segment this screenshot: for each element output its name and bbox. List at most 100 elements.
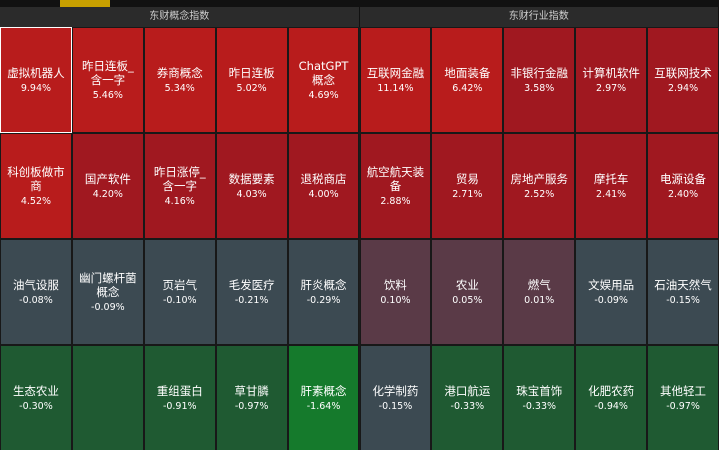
tile-change: -0.29% bbox=[306, 295, 341, 306]
tile-change: 0.05% bbox=[452, 295, 483, 306]
tile-change: -0.09% bbox=[91, 302, 125, 313]
heatmap-tile[interactable]: 石油天然气 -0.15% bbox=[647, 239, 719, 345]
tile-change: 4.52% bbox=[20, 196, 52, 207]
tile-name: 电源设备 bbox=[660, 172, 707, 186]
heatmap-tile[interactable]: 互联网金融 11.14% bbox=[359, 27, 432, 133]
tile-name: 数据要素 bbox=[228, 172, 275, 186]
tile-name: 互联网技术 bbox=[654, 66, 712, 80]
panel-title: 东财行业指数 bbox=[359, 7, 719, 27]
heatmap-tile[interactable]: 互联网技术 2.94% bbox=[647, 27, 719, 133]
heatmap-tile[interactable]: 页岩气 -0.10% bbox=[143, 239, 216, 345]
heatmap-tile[interactable]: 燃气 0.01% bbox=[503, 239, 576, 345]
tile-change: 0.10% bbox=[380, 295, 411, 306]
tile-change: 6.42% bbox=[452, 83, 483, 94]
heatmap-tile[interactable]: 重组蛋白 -0.91% bbox=[143, 345, 216, 450]
tile-change: -0.33% bbox=[522, 401, 557, 412]
tile-change: 4.00% bbox=[308, 189, 339, 200]
tile-change: -0.91% bbox=[162, 401, 197, 412]
heatmap-tile[interactable]: 其他轻工 -0.97% bbox=[647, 345, 719, 450]
tile-change: -0.30% bbox=[19, 401, 53, 412]
heatmap-tile[interactable]: 昨日涨停_含一字 4.16% bbox=[143, 133, 216, 239]
tile-change: -0.15% bbox=[378, 401, 413, 412]
tile-name: 互联网金融 bbox=[366, 66, 425, 80]
tile-name: 昨日连板_含一字 bbox=[81, 59, 134, 87]
tile-change: 11.14% bbox=[377, 83, 414, 94]
tile-name: 虚拟机器人 bbox=[7, 66, 65, 80]
heatmap-tile[interactable]: 文娱用品 -0.09% bbox=[575, 239, 648, 345]
heatmap-tile[interactable]: 计算机软件 2.97% bbox=[575, 27, 648, 133]
heatmap-tile[interactable]: 肝炎概念 -0.29% bbox=[287, 239, 360, 345]
tile-change: 2.88% bbox=[380, 196, 411, 207]
heatmap-tile[interactable]: 券商概念 5.34% bbox=[143, 27, 216, 133]
heatmap-tile[interactable]: 饮料 0.10% bbox=[359, 239, 432, 345]
heatmap-tile[interactable]: 肝素概念 -1.64% bbox=[287, 345, 360, 450]
tile-change: -0.15% bbox=[666, 295, 700, 306]
heatmap-tile[interactable]: 化学制药 -0.15% bbox=[359, 345, 432, 450]
heatmap-tile[interactable]: 油气设服 -0.08% bbox=[0, 239, 72, 345]
tile-change: -1.64% bbox=[306, 401, 341, 412]
heatmap-tile[interactable]: 房地产服务 2.52% bbox=[503, 133, 576, 239]
panel-title: 东财概念指数 bbox=[0, 7, 360, 27]
tile-change: 2.52% bbox=[524, 189, 555, 200]
tile-change: 2.40% bbox=[667, 189, 699, 200]
heatmap-tile[interactable]: 数据要素 4.03% bbox=[215, 133, 288, 239]
tile-name: 幽门螺杆菌概念 bbox=[79, 271, 137, 299]
heatmap-tile[interactable]: 珠宝首饰 -0.33% bbox=[503, 345, 576, 450]
tile-name: 航空航天装备 bbox=[366, 165, 425, 193]
tile-change: 4.16% bbox=[164, 196, 195, 207]
heatmap-tile[interactable]: 电源设备 2.40% bbox=[647, 133, 719, 239]
tile-name: 饮料 bbox=[383, 278, 407, 292]
tile-name: 券商概念 bbox=[156, 66, 203, 80]
tile-name: ChatGPT概念 bbox=[298, 59, 349, 87]
tile-name: 油气设服 bbox=[12, 278, 59, 292]
tile-name: 国产软件 bbox=[84, 172, 131, 186]
tile-change: -0.10% bbox=[162, 295, 197, 306]
heatmap-tile[interactable]: 科创板做市商 4.52% bbox=[0, 133, 72, 239]
heatmap-tile[interactable]: 港口航运 -0.33% bbox=[431, 345, 504, 450]
active-tab[interactable] bbox=[60, 0, 110, 7]
heatmap-tile[interactable]: 生态农业 -0.30% bbox=[0, 345, 72, 450]
tile-change: -0.21% bbox=[234, 295, 269, 306]
tile-change: -0.94% bbox=[594, 401, 628, 412]
tile-name: 计算机软件 bbox=[582, 66, 640, 80]
tile-name: 退税商店 bbox=[300, 172, 347, 186]
heatmap-tile[interactable]: 非银行金融 3.58% bbox=[503, 27, 576, 133]
tile-change: 5.46% bbox=[92, 90, 123, 101]
tile-name: 珠宝首饰 bbox=[516, 384, 563, 398]
tile-name: 草甘膦 bbox=[234, 384, 269, 398]
tile-name: 文娱用品 bbox=[588, 278, 635, 292]
tile-change: 2.97% bbox=[596, 83, 627, 94]
heatmap-tile[interactable]: 摩托车 2.41% bbox=[575, 133, 648, 239]
heatmap-tile[interactable]: 虚拟机器人 9.94% bbox=[0, 27, 72, 133]
tile-name: 农业 bbox=[455, 278, 479, 292]
tile-change: 2.71% bbox=[452, 189, 483, 200]
tile-change: -0.08% bbox=[19, 295, 53, 306]
tile-name: 肝素概念 bbox=[300, 384, 347, 398]
heatmap-tile[interactable]: 航空航天装备 2.88% bbox=[359, 133, 432, 239]
tile-change: 3.58% bbox=[524, 83, 555, 94]
tile-name: 燃气 bbox=[527, 278, 551, 292]
tile-change: 0.01% bbox=[524, 295, 555, 306]
heatmap-tile[interactable] bbox=[71, 345, 144, 450]
tile-change: 4.03% bbox=[236, 189, 267, 200]
heatmap-tile[interactable]: 幽门螺杆菌概念 -0.09% bbox=[71, 239, 144, 345]
tile-name: 科创板做市商 bbox=[7, 165, 65, 193]
heatmap-tile[interactable]: 地面装备 6.42% bbox=[431, 27, 504, 133]
heatmap-tile[interactable]: 化肥农药 -0.94% bbox=[575, 345, 648, 450]
heatmap-tile[interactable]: 退税商店 4.00% bbox=[287, 133, 360, 239]
heatmap-tile[interactable]: 国产软件 4.20% bbox=[71, 133, 144, 239]
heatmap-tile[interactable]: 农业 0.05% bbox=[431, 239, 504, 345]
heatmap-tile[interactable]: ChatGPT概念 4.69% bbox=[287, 27, 360, 133]
heatmap-tile[interactable]: 昨日连板_含一字 5.46% bbox=[71, 27, 144, 133]
tile-change: 4.69% bbox=[308, 90, 339, 101]
tile-name: 化学制药 bbox=[372, 384, 419, 398]
heatmap-tile[interactable]: 昨日连板 5.02% bbox=[215, 27, 288, 133]
top-tab-bar bbox=[0, 0, 719, 7]
heatmap-tile[interactable]: 毛发医疗 -0.21% bbox=[215, 239, 288, 345]
tile-change: 9.94% bbox=[20, 83, 52, 94]
tile-name: 昨日涨停_含一字 bbox=[153, 165, 206, 193]
tile-name: 肝炎概念 bbox=[300, 278, 347, 292]
heatmap-tile[interactable]: 贸易 2.71% bbox=[431, 133, 504, 239]
heatmap-tile[interactable]: 草甘膦 -0.97% bbox=[215, 345, 288, 450]
